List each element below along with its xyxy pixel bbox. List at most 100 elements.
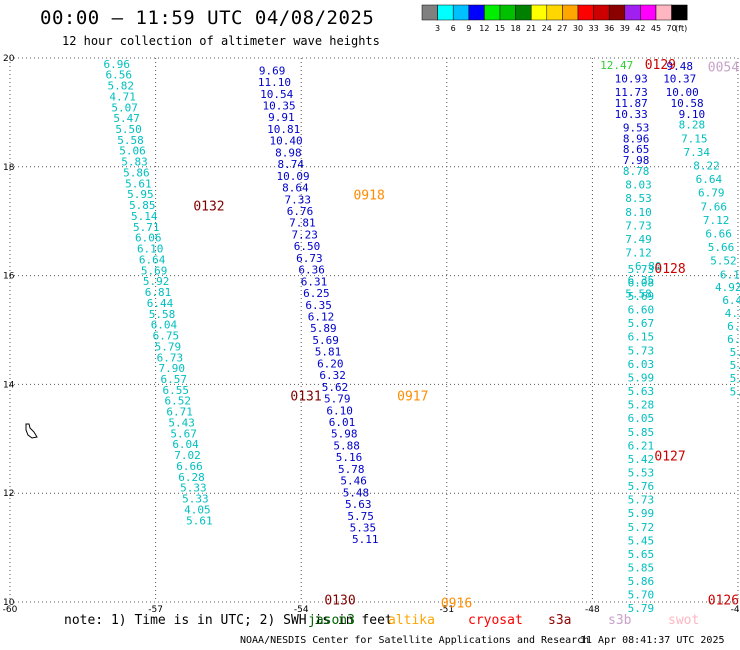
wave-height-point: 6.73 <box>157 351 184 364</box>
wave-height-point: 5.50 <box>115 123 142 136</box>
wave-height-point: 5.67 <box>628 317 655 330</box>
legend-item-cryosat: cryosat <box>468 613 523 628</box>
wave-height-point: 5.72 <box>628 521 655 534</box>
wave-height-point: 5.99 <box>628 371 655 384</box>
wave-height-point: 5.75 <box>347 510 374 523</box>
wave-height-point: 5.45 <box>730 359 740 372</box>
pass-time-label: 0129 <box>645 58 676 73</box>
wave-height-point: 6.66 <box>176 460 203 473</box>
wave-height-point: 6.75 <box>153 330 180 343</box>
wave-height-point: 4.05 <box>184 503 211 516</box>
y-tick-label: 16 <box>3 272 15 282</box>
wave-height-point: 5.33 <box>180 482 207 495</box>
colorbar-label: 15 <box>495 24 505 33</box>
wave-height-point: 6.25 <box>303 287 330 300</box>
wave-height-point: 5.61 <box>186 514 213 527</box>
x-tick-label: -45 <box>731 605 740 615</box>
wave-height-point: 6.15 <box>628 331 655 344</box>
pass-time-label: 0126 <box>708 594 739 609</box>
wave-height-point: 5.73 <box>628 494 655 507</box>
wave-height-point: 7.23 <box>291 228 318 241</box>
wave-height-point: 5.73 <box>628 344 655 357</box>
wave-height-point: 8.28 <box>679 119 706 132</box>
pass-time-label: 0917 <box>397 390 428 405</box>
wave-height-point: 5.76 <box>628 480 655 493</box>
wave-height-point: 5.52 <box>710 255 737 268</box>
wave-height-point: 8.53 <box>625 192 652 205</box>
x-tick-label: -60 <box>3 605 18 615</box>
wave-height-point: 5.85 <box>628 426 655 439</box>
wave-height-point: 6.36 <box>298 264 325 277</box>
colorbar-swatch <box>484 4 501 21</box>
wave-height-point: 6.30 <box>727 333 740 346</box>
wave-height-point: 5.43 <box>168 416 195 429</box>
wave-height-point: 5.78 <box>338 463 365 476</box>
wave-height-point: 6.10 <box>137 243 164 256</box>
wave-height-point: 5.16 <box>336 451 363 464</box>
wave-height-point: 5.99 <box>628 507 655 520</box>
wave-height-point: 5.86 <box>628 575 655 588</box>
wave-height-point: 6.50 <box>294 240 321 253</box>
colorbar-swatch <box>562 4 579 21</box>
wave-height-point: 6.31 <box>301 275 328 288</box>
coastline-fragment <box>25 423 38 439</box>
colorbar-label: 9 <box>466 24 471 33</box>
wave-height-point: 7.33 <box>284 193 311 206</box>
wave-height-point: 5.35 <box>350 522 377 535</box>
wave-height-point: 7.12 <box>625 247 652 260</box>
wave-height-point: 5.46 <box>730 372 740 385</box>
footer-credit: NOAA/NESDIS Center for Satellite Applica… <box>240 635 590 646</box>
wave-height-point: 12.47 <box>600 59 633 72</box>
pass-time-label: 0054 <box>708 61 739 76</box>
colorbar-label: 18 <box>511 24 521 33</box>
wave-height-point: 6.04 <box>151 319 178 332</box>
wave-height-point: 6.66 <box>705 228 732 241</box>
wave-height-point: 10.37 <box>663 72 696 85</box>
wave-height-point: 5.53 <box>628 466 655 479</box>
colorbar-swatch <box>452 4 470 21</box>
colorbar-swatch <box>515 4 532 21</box>
colorbar-label: 12 <box>479 24 489 33</box>
wave-height-point: 5.79 <box>155 340 182 353</box>
legend-item-jason3: jason3 <box>308 613 355 628</box>
wave-height-point: 5.43 <box>730 385 740 398</box>
wave-height-point: 6.80 <box>635 260 662 273</box>
wave-height-point: 5.85 <box>628 561 655 574</box>
colorbar-swatch <box>499 4 516 21</box>
x-tick-label: -54 <box>294 605 309 615</box>
wave-height-point: 6.79 <box>698 187 725 200</box>
wave-height-point: 8.22 <box>693 160 720 173</box>
pass-time-label: 0131 <box>290 390 321 405</box>
colorbar-swatch <box>421 4 438 21</box>
wave-height-point: 7.98 <box>623 154 650 167</box>
track-layer: 6.966.565.824.715.075.475.505.585.065.83… <box>104 58 740 615</box>
wave-height-point: 7.81 <box>289 217 316 230</box>
pass-time-label: 0127 <box>654 450 685 465</box>
wave-height-point: 11.73 <box>615 86 648 99</box>
wave-height-point: 5.95 <box>127 188 154 201</box>
wave-height-point: 6.20 <box>317 357 344 370</box>
wave-height-point: 5.71 <box>133 221 160 234</box>
colorbar-label: 42 <box>635 24 645 33</box>
wave-height-point: 5.92 <box>143 275 170 288</box>
wave-height-point: 5.45 <box>628 534 655 547</box>
wave-height-point: 6.03 <box>628 358 655 371</box>
wave-height-point: 6.28 <box>178 471 205 484</box>
colorbar-swatch <box>624 4 641 21</box>
wave-height-point: 6.43 <box>722 294 740 307</box>
wave-height-point: 9.48 <box>667 60 694 73</box>
x-tick-label: -51 <box>439 605 454 615</box>
wave-height-point: 7.15 <box>681 132 708 145</box>
wave-height-point: 5.83 <box>121 156 148 169</box>
pass-time-label: 0132 <box>193 199 224 214</box>
wave-height-point: 6.44 <box>147 297 174 310</box>
wave-height-point: 5.79 <box>324 393 351 406</box>
wave-height-point: 5.38 <box>730 346 740 359</box>
colorbar-swatch <box>640 4 657 21</box>
colorbar-swatch <box>546 4 563 21</box>
colorbar-swatch <box>468 4 485 21</box>
wave-height-point: 6.05 <box>628 412 655 425</box>
colorbar-label: 33 <box>589 24 599 33</box>
colorbar-swatch <box>655 4 672 21</box>
wave-height-point: 10.00 <box>666 86 699 99</box>
